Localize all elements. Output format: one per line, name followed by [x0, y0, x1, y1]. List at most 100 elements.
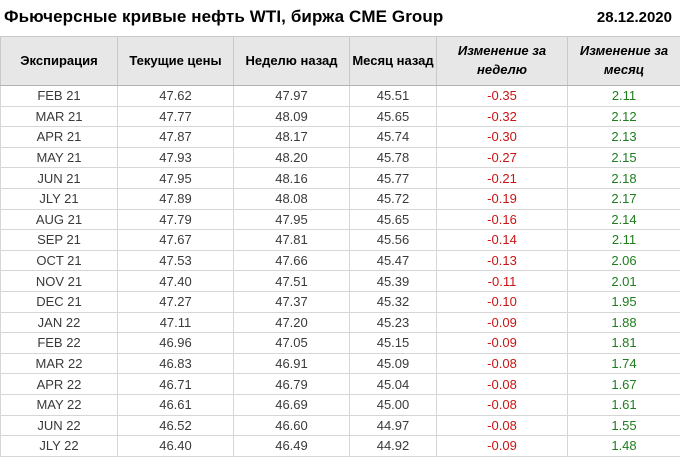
- week_ago-cell: 47.66: [233, 249, 350, 272]
- week_ago-cell: 47.95: [233, 208, 350, 231]
- expiration-cell: APR 22: [0, 373, 118, 395]
- month_change-cell: 1.67: [567, 373, 680, 395]
- week_change-cell: -0.13: [436, 249, 568, 272]
- week_change-cell: -0.08: [436, 393, 568, 416]
- column-header-expiration: Экспирация: [0, 36, 118, 86]
- month_ago-cell: 45.00: [349, 393, 437, 416]
- current-cell: 47.62: [117, 85, 234, 107]
- month_ago-cell: 45.74: [349, 126, 437, 148]
- week_change-cell: -0.35: [436, 85, 568, 107]
- expiration-cell: APR 21: [0, 126, 118, 148]
- table-row: JLY 21 47.89 48.08 45.72 -0.19 2.17: [0, 187, 680, 210]
- expiration-cell: FEB 22: [0, 332, 118, 354]
- week_change-cell: -0.09: [436, 332, 568, 354]
- current-cell: 47.27: [117, 290, 234, 313]
- month_change-cell: 2.11: [567, 85, 680, 107]
- month_change-cell: 1.61: [567, 393, 680, 416]
- month_change-cell: 1.95: [567, 290, 680, 313]
- report-date: 28.12.2020: [596, 8, 672, 26]
- current-cell: 47.11: [117, 311, 234, 334]
- table-row: APR 22 46.71 46.79 45.04 -0.08 1.67: [0, 373, 680, 395]
- week_change-cell: -0.10: [436, 290, 568, 313]
- month_change-cell: 2.12: [567, 105, 680, 128]
- expiration-cell: MAR 21: [0, 105, 118, 128]
- table-header-row: Экспирация Текущие цены Неделю назад Месяц …: [0, 36, 680, 86]
- week_ago-cell: 47.37: [233, 290, 350, 313]
- month_change-cell: 2.14: [567, 208, 680, 231]
- expiration-cell: JUN 22: [0, 414, 118, 437]
- week_change-cell: -0.27: [436, 146, 568, 169]
- table-row: FEB 21 47.62 47.97 45.51 -0.35 2.11: [0, 85, 680, 107]
- futures-table: Экспирация Текущие цены Неделю назад Месяц …: [0, 36, 680, 457]
- month_change-cell: 1.48: [567, 435, 680, 457]
- month_ago-cell: 45.78: [349, 146, 437, 169]
- current-cell: 46.40: [117, 435, 234, 457]
- week_change-cell: -0.08: [436, 352, 568, 375]
- table-row: MAY 22 46.61 46.69 45.00 -0.08 1.61: [0, 393, 680, 416]
- month_ago-cell: 45.77: [349, 167, 437, 189]
- expiration-cell: JLY 22: [0, 435, 118, 457]
- month_change-cell: 2.11: [567, 229, 680, 251]
- month_change-cell: 2.18: [567, 167, 680, 189]
- table-row: DEC 21 47.27 47.37 45.32 -0.10 1.95: [0, 290, 680, 313]
- month_ago-cell: 45.09: [349, 352, 437, 375]
- table-row: JLY 22 46.40 46.49 44.92 -0.09 1.48: [0, 435, 680, 457]
- month_change-cell: 2.01: [567, 270, 680, 292]
- column-header-week_ago: Неделю назад: [233, 36, 350, 86]
- expiration-cell: JLY 21: [0, 187, 118, 210]
- current-cell: 47.87: [117, 126, 234, 148]
- expiration-cell: AUG 21: [0, 208, 118, 231]
- month_ago-cell: 45.56: [349, 229, 437, 251]
- week_change-cell: -0.32: [436, 105, 568, 128]
- table-row: JUN 21 47.95 48.16 45.77 -0.21 2.18: [0, 167, 680, 189]
- table-row: JAN 22 47.11 47.20 45.23 -0.09 1.88: [0, 311, 680, 334]
- week_ago-cell: 47.20: [233, 311, 350, 334]
- week_change-cell: -0.16: [436, 208, 568, 231]
- week_ago-cell: 46.49: [233, 435, 350, 457]
- current-cell: 47.93: [117, 146, 234, 169]
- current-cell: 47.79: [117, 208, 234, 231]
- table-row: AUG 21 47.79 47.95 45.65 -0.16 2.14: [0, 208, 680, 231]
- current-cell: 47.77: [117, 105, 234, 128]
- month_ago-cell: 45.23: [349, 311, 437, 334]
- column-header-month_ago: Месяц назад: [349, 36, 437, 86]
- month_ago-cell: 45.65: [349, 105, 437, 128]
- table-row: APR 21 47.87 48.17 45.74 -0.30 2.13: [0, 126, 680, 148]
- current-cell: 47.40: [117, 270, 234, 292]
- week_change-cell: -0.14: [436, 229, 568, 251]
- table-row: MAR 22 46.83 46.91 45.09 -0.08 1.74: [0, 352, 680, 375]
- current-cell: 47.53: [117, 249, 234, 272]
- month_change-cell: 1.55: [567, 414, 680, 437]
- expiration-cell: MAR 22: [0, 352, 118, 375]
- expiration-cell: OCT 21: [0, 249, 118, 272]
- week_change-cell: -0.19: [436, 187, 568, 210]
- month_change-cell: 2.15: [567, 146, 680, 169]
- current-cell: 46.83: [117, 352, 234, 375]
- month_ago-cell: 45.72: [349, 187, 437, 210]
- week_ago-cell: 46.79: [233, 373, 350, 395]
- week_change-cell: -0.09: [436, 311, 568, 334]
- week_ago-cell: 48.17: [233, 126, 350, 148]
- month_change-cell: 2.06: [567, 249, 680, 272]
- month_ago-cell: 45.32: [349, 290, 437, 313]
- month_change-cell: 1.81: [567, 332, 680, 354]
- week_ago-cell: 47.97: [233, 85, 350, 107]
- month_change-cell: 2.13: [567, 126, 680, 148]
- week_change-cell: -0.21: [436, 167, 568, 189]
- week_ago-cell: 47.05: [233, 332, 350, 354]
- week_change-cell: -0.09: [436, 435, 568, 457]
- table-row: NOV 21 47.40 47.51 45.39 -0.11 2.01: [0, 270, 680, 292]
- expiration-cell: SEP 21: [0, 229, 118, 251]
- month_ago-cell: 45.39: [349, 270, 437, 292]
- table-row: OCT 21 47.53 47.66 45.47 -0.13 2.06: [0, 249, 680, 272]
- current-cell: 47.67: [117, 229, 234, 251]
- current-cell: 46.52: [117, 414, 234, 437]
- expiration-cell: FEB 21: [0, 85, 118, 107]
- month_change-cell: 2.17: [567, 187, 680, 210]
- expiration-cell: MAY 22: [0, 393, 118, 416]
- week_change-cell: -0.08: [436, 414, 568, 437]
- current-cell: 46.96: [117, 332, 234, 354]
- month_ago-cell: 45.04: [349, 373, 437, 395]
- month_change-cell: 1.74: [567, 352, 680, 375]
